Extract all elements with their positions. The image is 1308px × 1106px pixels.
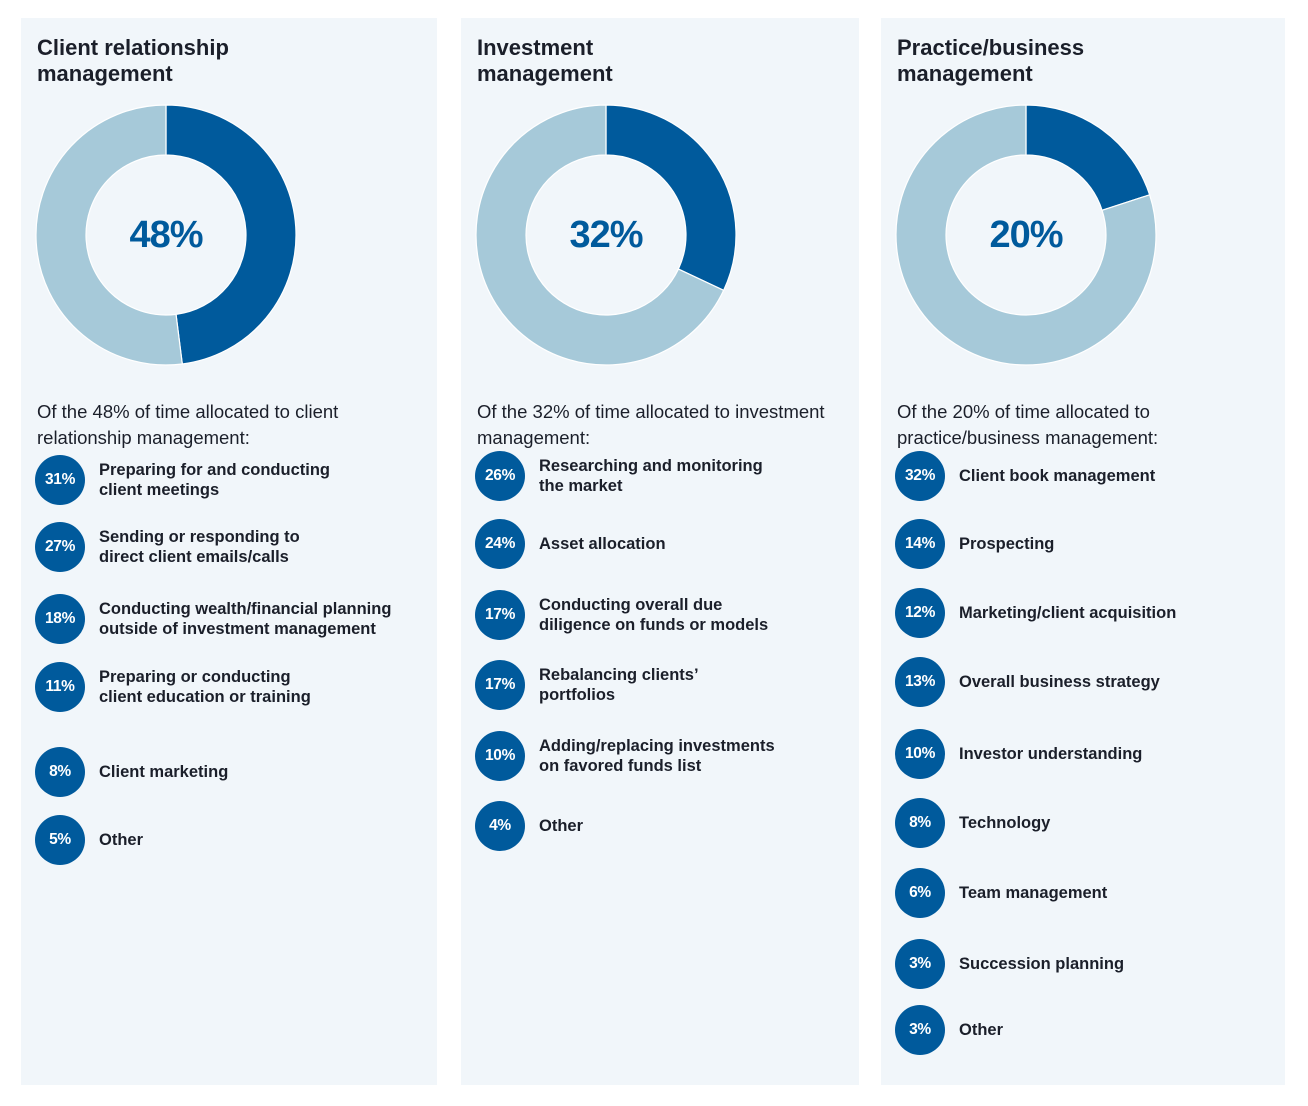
- donut-center-value: 48%: [129, 213, 203, 256]
- percentage-badge: 26%: [475, 451, 525, 501]
- breakdown-item-label: Adding/replacing investments on favored …: [539, 737, 775, 775]
- panel-practice-business: Practice/business management 20% Of the 20…: [881, 18, 1285, 1085]
- breakdown-item: 10% Investor understanding: [895, 729, 1285, 779]
- percentage-badge: 5%: [35, 815, 85, 865]
- panel-client-relationship: Client relationship management 48% Of the …: [21, 18, 437, 1085]
- breakdown-item-label: Rebalancing clients’ portfolios: [539, 666, 699, 704]
- breakdown-item: 17% Conducting overall due diligence on f…: [475, 590, 865, 640]
- percentage-badge: 4%: [475, 801, 525, 851]
- breakdown-item: 3% Succession planning: [895, 939, 1285, 989]
- breakdown-item-label: Preparing for and conducting client meet…: [99, 461, 331, 499]
- breakdown-item: 32% Client book management: [895, 451, 1285, 501]
- percentage-badge: 10%: [475, 731, 525, 781]
- breakdown-item-label: Client marketing: [99, 763, 229, 781]
- breakdown-item: 6% Team management: [895, 868, 1285, 918]
- percentage-badge: 3%: [895, 939, 945, 989]
- breakdown-item: 14% Prospecting: [895, 519, 1285, 569]
- donut-slice-primary: [165, 104, 297, 365]
- donut-chart: [35, 104, 297, 366]
- breakdown-item: 24% Asset allocation: [475, 519, 865, 569]
- chart-title: Practice/business management: [897, 35, 1085, 86]
- breakdown-item-label: Client book management: [959, 467, 1156, 485]
- donut-slice-remainder: [475, 104, 725, 366]
- percentage-badge: 17%: [475, 660, 525, 710]
- percentage-badge: 6%: [895, 868, 945, 918]
- percentage-badge: 32%: [895, 451, 945, 501]
- breakdown-item: 12% Marketing/client acquisition: [895, 588, 1285, 638]
- breakdown-item: 8% Technology: [895, 798, 1285, 848]
- breakdown-item-label: Conducting wealth/financial planning out…: [99, 600, 392, 638]
- breakdown-item: 17% Rebalancing clients’ portfolios: [475, 660, 865, 710]
- donut-chart: [475, 104, 737, 366]
- breakdown-item-label: Other: [539, 817, 584, 835]
- breakdown-item-label: Overall business strategy: [959, 673, 1160, 691]
- percentage-badge: 8%: [35, 747, 85, 797]
- breakdown-item: 4% Other: [475, 801, 865, 851]
- breakdown-intro: Of the 32% of time allocated to investme…: [477, 401, 825, 448]
- donut-center-value: 20%: [989, 213, 1063, 256]
- breakdown-item-label: Researching and monitoring the market: [539, 457, 763, 495]
- percentage-badge: 14%: [895, 519, 945, 569]
- breakdown-item: 31% Preparing for and conducting client m…: [35, 455, 425, 505]
- breakdown-item: 3% Other: [895, 1005, 1285, 1055]
- chart-title: Investment management: [477, 35, 613, 86]
- breakdown-item: 10% Adding/replacing investments on favor…: [475, 731, 865, 781]
- donut-center-value: 32%: [569, 213, 643, 256]
- breakdown-item-label: Team management: [959, 884, 1108, 902]
- breakdown-item: 13% Overall business strategy: [895, 657, 1285, 707]
- percentage-badge: 24%: [475, 519, 525, 569]
- percentage-badge: 13%: [895, 657, 945, 707]
- percentage-badge: 12%: [895, 588, 945, 638]
- percentage-badge: 27%: [35, 522, 85, 572]
- breakdown-item-label: Succession planning: [959, 955, 1125, 973]
- percentage-badge: 8%: [895, 798, 945, 848]
- breakdown-item: 27% Sending or responding to direct clien…: [35, 522, 425, 572]
- breakdown-item: 5% Other: [35, 815, 425, 865]
- breakdown-item: 11% Preparing or conducting client educat…: [35, 662, 425, 712]
- breakdown-item-label: Technology: [959, 814, 1051, 832]
- breakdown-item-label: Marketing/client acquisition: [959, 604, 1177, 622]
- breakdown-item-label: Conducting overall due diligence on fund…: [539, 596, 769, 634]
- breakdown-item-label: Other: [959, 1021, 1004, 1039]
- breakdown-item-label: Investor understanding: [959, 745, 1143, 763]
- percentage-badge: 31%: [35, 455, 85, 505]
- percentage-badge: 17%: [475, 590, 525, 640]
- donut-slice-remainder: [895, 104, 1157, 366]
- donut-chart: [895, 104, 1157, 366]
- percentage-badge: 10%: [895, 729, 945, 779]
- breakdown-item-label: Prospecting: [959, 535, 1055, 553]
- breakdown-item: 8% Client marketing: [35, 747, 425, 797]
- breakdown-item-label: Asset allocation: [539, 535, 666, 553]
- breakdown-item-label: Other: [99, 831, 144, 849]
- breakdown-item: 26% Researching and monitoring the market: [475, 451, 865, 501]
- donut-slice-remainder: [35, 104, 183, 366]
- chart-title: Client relationship management: [37, 35, 229, 86]
- breakdown-item-label: Sending or responding to direct client e…: [99, 528, 300, 566]
- donut-slice-primary: [605, 104, 737, 292]
- percentage-badge: 18%: [35, 594, 85, 644]
- percentage-badge: 3%: [895, 1005, 945, 1055]
- panel-investment-management: Investment management 32% Of the 32% of ti…: [461, 18, 859, 1085]
- breakdown-intro: Of the 20% of time allocated to practice…: [897, 401, 1159, 448]
- breakdown-intro: Of the 48% of time allocated to client r…: [37, 401, 339, 448]
- breakdown-item: 18% Conducting wealth/financial planning …: [35, 594, 425, 644]
- percentage-badge: 11%: [35, 662, 85, 712]
- breakdown-item-label: Preparing or conducting client education…: [99, 668, 311, 706]
